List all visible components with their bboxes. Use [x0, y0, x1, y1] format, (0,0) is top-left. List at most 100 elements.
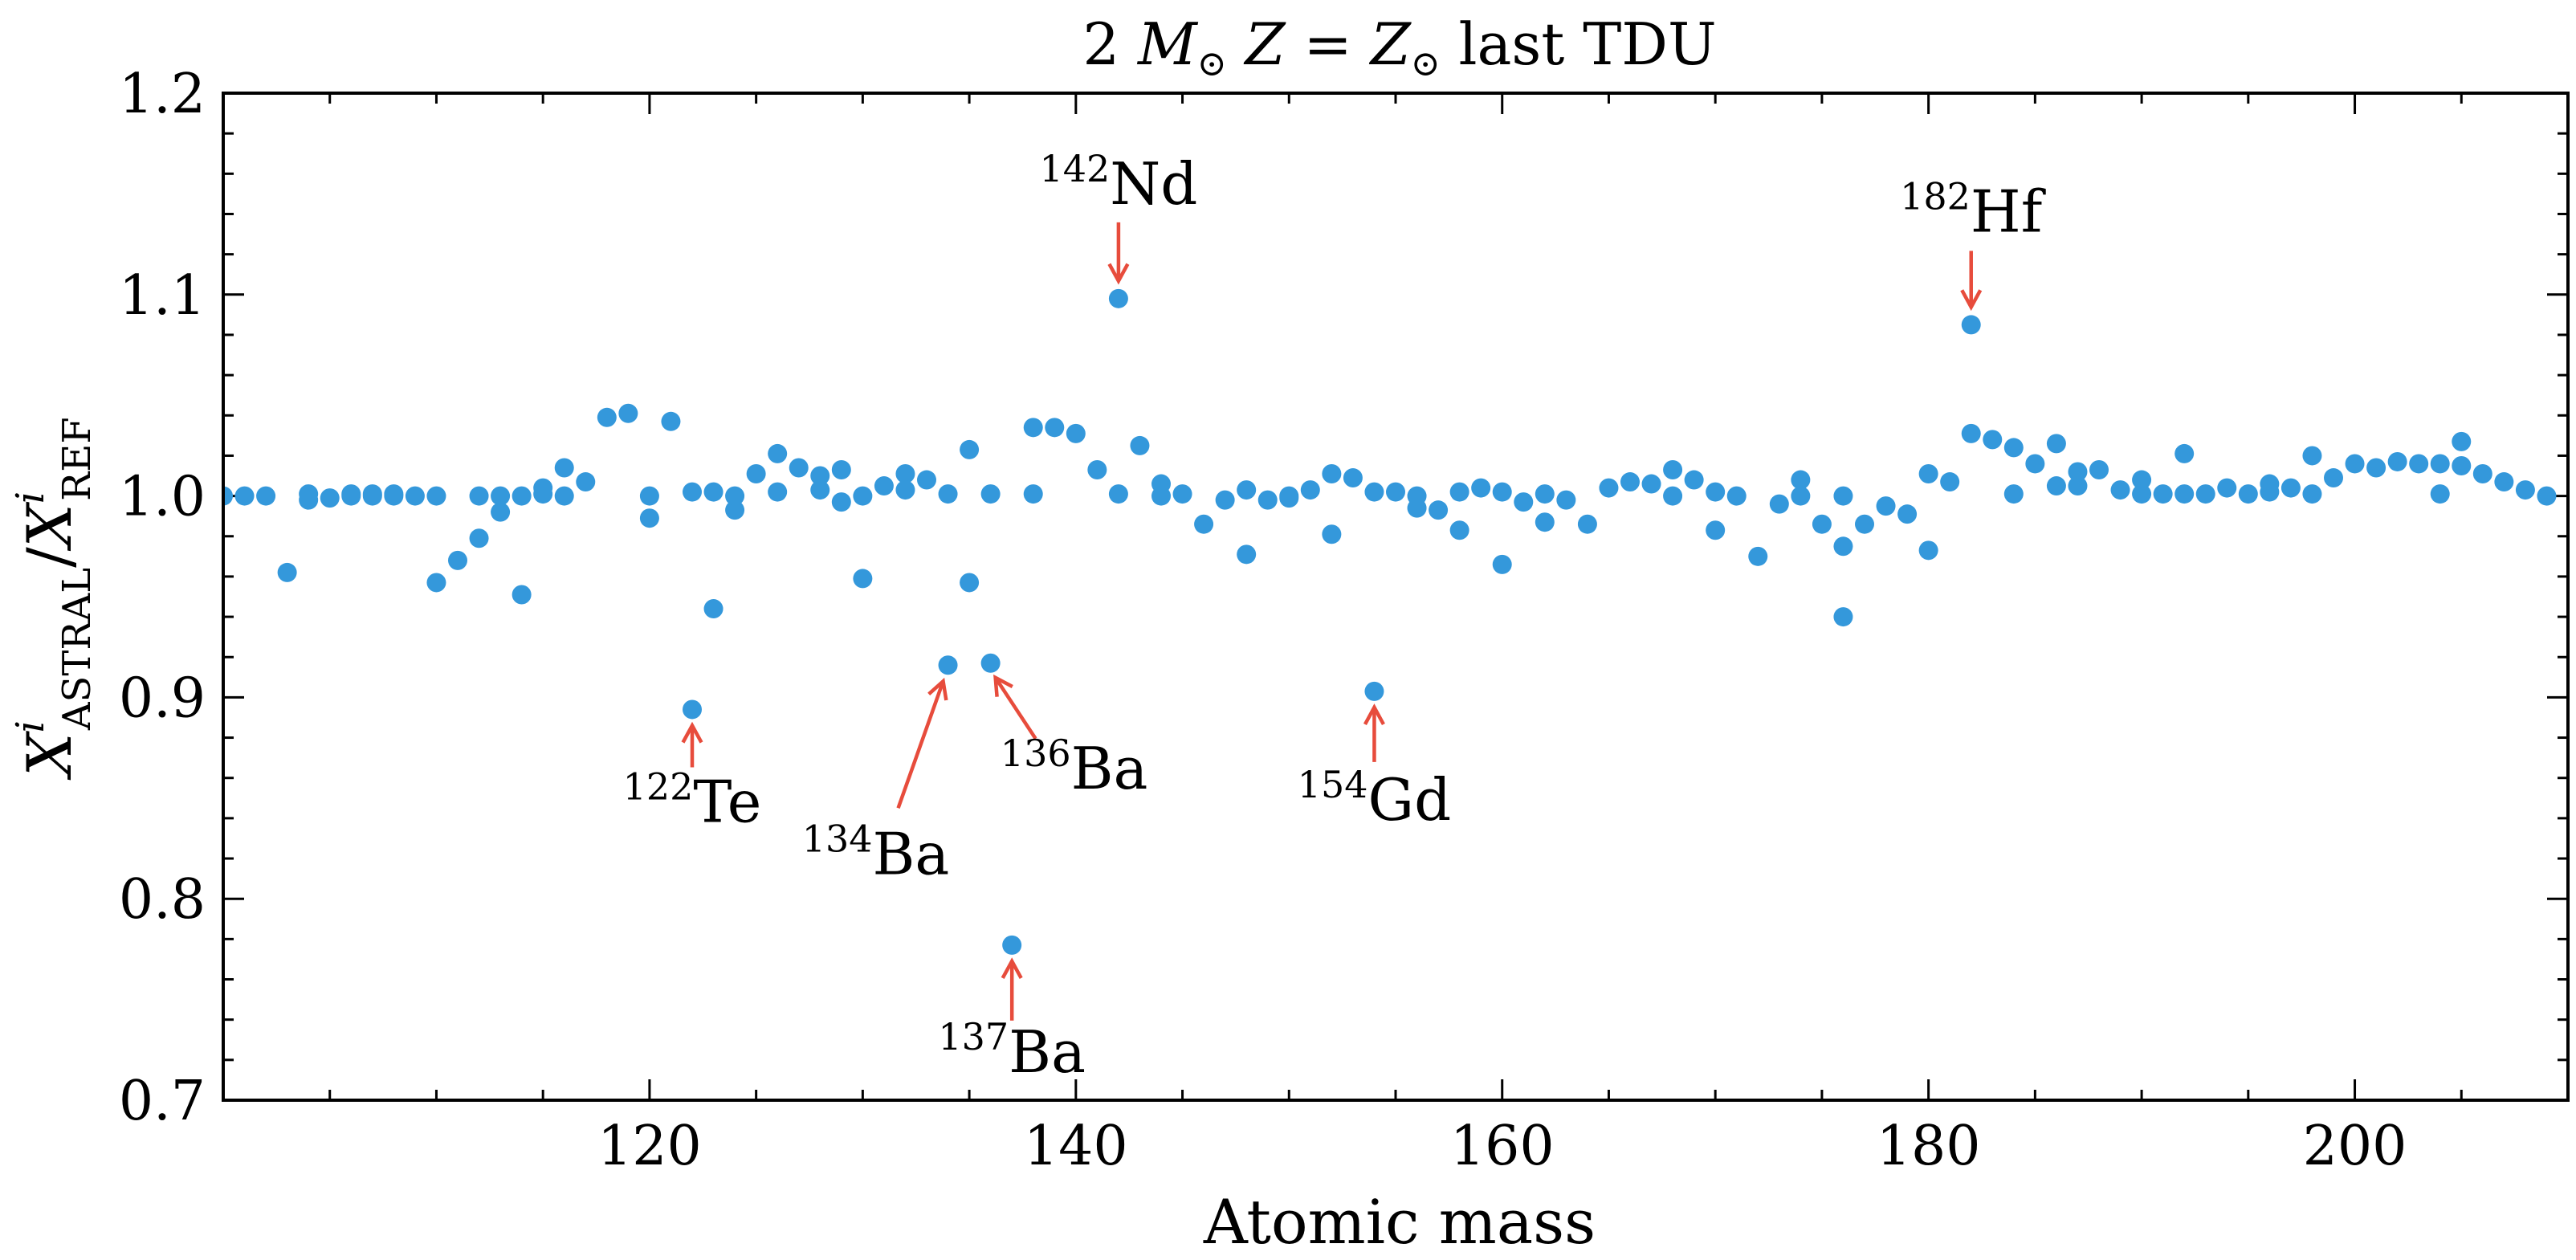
data-point: [554, 458, 574, 478]
data-point: [1833, 486, 1853, 506]
data-point: [1663, 486, 1683, 506]
data-point: [725, 486, 745, 506]
data-point: [234, 486, 255, 506]
data-point: [2302, 446, 2322, 466]
data-point: [1833, 607, 1853, 627]
data-point: [2132, 470, 2152, 490]
data-point: [1620, 472, 1640, 492]
data-point: [1961, 423, 1981, 443]
data-point: [2472, 464, 2492, 484]
axis-ticks: [222, 92, 2570, 1102]
x-tick-label: 120: [597, 1115, 702, 1178]
data-point: [1087, 459, 1107, 479]
data-point: [853, 486, 873, 506]
data-point: [2153, 484, 2173, 504]
data-point: [1961, 315, 1981, 335]
data-point: [1897, 504, 1918, 524]
data-point: [1706, 482, 1726, 502]
data-point: [1066, 423, 1086, 443]
data-point: [980, 653, 1001, 673]
data-point: [405, 486, 425, 506]
data-point: [1045, 418, 1065, 438]
data-point: [1535, 512, 1555, 532]
isotope-label: 122Te: [623, 765, 762, 835]
y-tick-label: 1.0: [119, 466, 206, 529]
isotope-mass: 182: [1900, 174, 1971, 218]
data-point: [469, 528, 489, 548]
data-point: [2387, 451, 2407, 471]
data-point: [2175, 484, 2195, 504]
data-point: [341, 484, 361, 504]
data-point: [1876, 496, 1896, 516]
data-point: [2409, 454, 2429, 474]
data-point: [2452, 431, 2472, 451]
data-point: [1386, 482, 1405, 502]
data-point: [2366, 458, 2386, 478]
data-point: [895, 464, 915, 484]
data-point: [1812, 514, 1832, 534]
plot-frame: [222, 92, 2570, 1102]
data-point: [2068, 476, 2088, 496]
arrow-head: [1363, 703, 1385, 726]
data-point: [1279, 486, 1299, 506]
data-point: [1237, 544, 1257, 565]
x-tick-label: 160: [1450, 1115, 1555, 1178]
data-point: [256, 486, 276, 506]
data-point: [1130, 435, 1150, 455]
data-point: [469, 486, 489, 506]
data-point: [2515, 480, 2535, 500]
data-point: [448, 550, 467, 570]
data-point: [1449, 520, 1469, 540]
y-tick-label: 0.7: [119, 1070, 206, 1133]
data-point: [1641, 474, 1661, 494]
data-point: [980, 484, 1001, 504]
data-point: [2302, 484, 2322, 504]
data-point: [1940, 472, 1960, 492]
data-point: [2494, 472, 2514, 492]
data-point: [2537, 486, 2557, 506]
data-point: [1108, 288, 1128, 308]
data-point: [299, 484, 319, 504]
data-point: [1023, 418, 1043, 438]
data-point: [831, 492, 851, 512]
arrow-shaft: [993, 676, 1037, 740]
data-point: [1855, 514, 1874, 534]
data-point: [426, 486, 446, 506]
isotope-element: Ba: [873, 820, 950, 887]
data-point: [1599, 478, 1619, 498]
data-point: [1194, 514, 1214, 534]
data-point: [1791, 470, 1811, 490]
data-point: [1791, 486, 1811, 506]
data-point: [1769, 494, 1789, 514]
isotope-element: Gd: [1368, 766, 1452, 834]
data-point: [2110, 480, 2130, 500]
y-tick-label: 0.9: [119, 667, 206, 730]
data-point: [1833, 536, 1853, 557]
data-point: [1684, 470, 1704, 490]
data-point: [938, 484, 958, 504]
isotope-mass: 136: [1001, 732, 1071, 775]
data-point: [2452, 455, 2472, 475]
data-point: [2003, 484, 2024, 504]
data-point: [491, 486, 511, 506]
data-point: [1407, 486, 1427, 506]
data-point: [362, 484, 382, 504]
data-point: [1151, 486, 1171, 506]
data-point: [512, 486, 532, 506]
data-point: [512, 585, 532, 605]
isotope-element: Ba: [1009, 1018, 1086, 1086]
data-point: [1726, 486, 1747, 506]
data-point: [1706, 520, 1726, 540]
data-point: [1002, 935, 1022, 955]
isotope-mass: 154: [1298, 763, 1368, 806]
data-point: [1364, 681, 1384, 701]
data-point: [576, 472, 596, 492]
data-point: [1429, 500, 1449, 520]
x-axis-label: Atomic mass: [1203, 1186, 1596, 1258]
data-point: [1983, 430, 2003, 450]
arrow-shaft: [896, 680, 945, 809]
data-point: [2217, 478, 2237, 498]
data-point: [1663, 459, 1683, 479]
data-point: [533, 484, 553, 504]
